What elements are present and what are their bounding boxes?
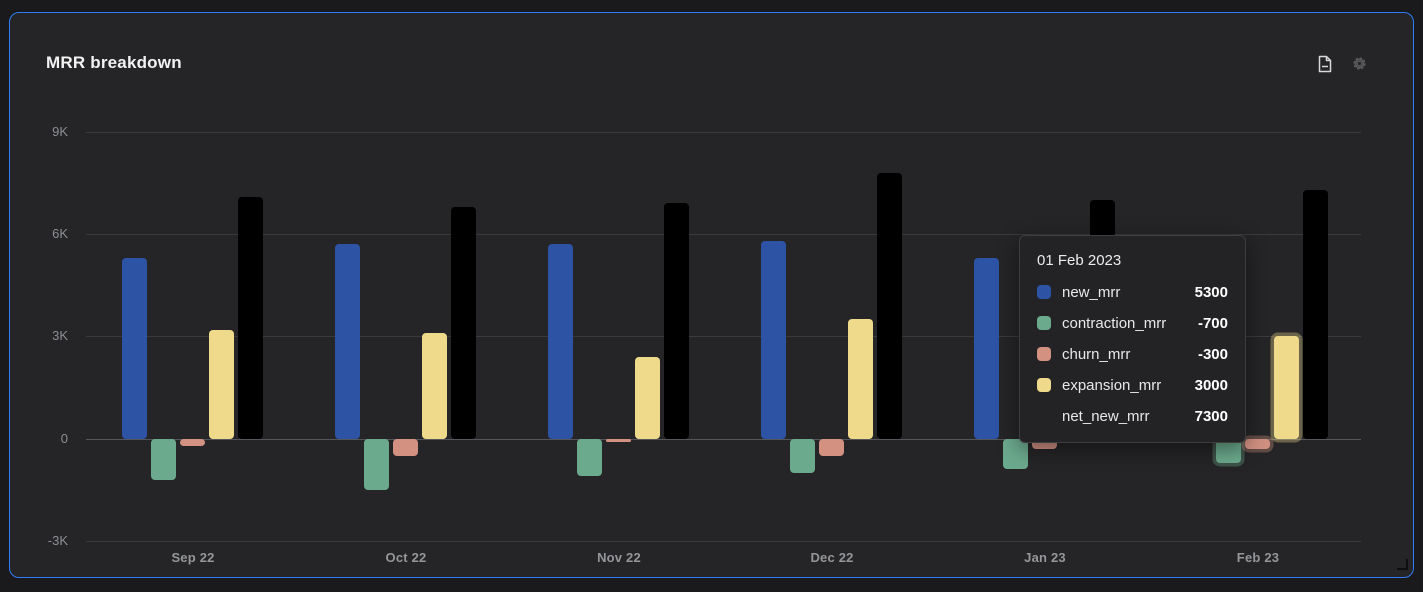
bar-contraction_mrr-Dec-22[interactable]	[790, 438, 815, 473]
bar-churn_mrr-Dec-22[interactable]	[819, 438, 844, 456]
tooltip-series-label: churn_mrr	[1062, 345, 1131, 363]
tooltip-series-value: 5300	[1194, 283, 1228, 301]
bar-expansion_mrr-Sep-22[interactable]	[209, 329, 234, 439]
resize-corner-icon[interactable]	[1397, 559, 1408, 570]
bar-contraction_mrr-Sep-22[interactable]	[151, 438, 176, 480]
widget-title: MRR breakdown	[46, 53, 182, 72]
x-axis-label: Feb 23	[1236, 550, 1280, 565]
bar-expansion_mrr-Oct-22[interactable]	[422, 332, 447, 439]
bar-new_mrr-Dec-22[interactable]	[761, 240, 786, 439]
tooltip-row: churn_mrr -300	[1037, 344, 1228, 364]
bar-contraction_mrr-Jan-23[interactable]	[1003, 438, 1028, 470]
tooltip-row: contraction_mrr -700	[1037, 313, 1228, 333]
tooltip-row: expansion_mrr 3000	[1037, 375, 1228, 395]
bar-net_new_mrr-Oct-22[interactable]	[451, 206, 476, 439]
bar-contraction_mrr-Oct-22[interactable]	[364, 438, 389, 490]
bar-new_mrr-Jan-23[interactable]	[974, 257, 999, 439]
zero-gridline	[86, 438, 1361, 440]
bar-new_mrr-Nov-22[interactable]	[548, 244, 573, 439]
gridline	[86, 234, 1361, 236]
bar-expansion_mrr-Nov-22[interactable]	[635, 356, 660, 439]
bar-net_new_mrr-Nov-22[interactable]	[664, 203, 689, 439]
bar-net_new_mrr-Feb-23[interactable]	[1303, 189, 1328, 439]
bar-new_mrr-Oct-22[interactable]	[335, 244, 360, 439]
bar-net_new_mrr-Dec-22[interactable]	[877, 172, 902, 439]
bar-contraction_mrr-Feb-23[interactable]	[1216, 438, 1241, 463]
gridline	[86, 541, 1361, 542]
series-swatch-icon	[1037, 378, 1051, 392]
tooltip-series-label: expansion_mrr	[1062, 376, 1162, 394]
y-axis-tick-label: -3K	[47, 533, 68, 548]
chart-tooltip: 01 Feb 2023 new_mrr 5300 contraction_mrr -7…	[1019, 235, 1246, 443]
tooltip-series-value: -300	[1197, 345, 1228, 363]
y-axis-tick-label: 6K	[52, 226, 68, 242]
tooltip-series-label: net_new_mrr	[1062, 407, 1150, 425]
bar-new_mrr-Sep-22[interactable]	[122, 257, 147, 439]
widget-toolbar	[1316, 55, 1369, 73]
tooltip-series-value: 3000	[1194, 376, 1228, 394]
y-axis-tick-label: 9K	[52, 123, 68, 139]
series-swatch-icon	[1037, 285, 1051, 299]
tooltip-row: new_mrr 5300	[1037, 282, 1228, 302]
gridline	[86, 131, 1361, 133]
tooltip-series-label: new_mrr	[1062, 283, 1121, 301]
bar-contraction_mrr-Nov-22[interactable]	[577, 438, 602, 477]
tooltip-series-value: 7300	[1194, 407, 1228, 425]
mrr-breakdown-widget: MRR breakdown 9K 6K 3K 0 -3K Sep 22 Oct 22 Nov …	[9, 12, 1414, 578]
x-axis-label: Oct 22	[385, 550, 427, 565]
x-axis-label: Jan 23	[1024, 550, 1066, 565]
gridline	[86, 336, 1361, 338]
bar-expansion_mrr-Feb-23[interactable]	[1274, 336, 1299, 439]
bar-churn_mrr-Oct-22[interactable]	[393, 438, 418, 456]
bar-churn_mrr-Nov-22[interactable]	[606, 438, 631, 443]
chart-plot-area: 9K 6K 3K 0 -3K Sep 22 Oct 22 Nov 22 Dec 22 Jan 23…	[10, 13, 1413, 577]
gear-icon[interactable]	[1351, 55, 1369, 73]
y-axis-tick-label: 3K	[52, 328, 68, 344]
tooltip-rows: new_mrr 5300 contraction_mrr -700 churn_mrr -…	[1037, 282, 1228, 426]
y-axis-tick-label: 0	[60, 430, 68, 446]
bar-churn_mrr-Jan-23[interactable]	[1032, 438, 1057, 449]
series-swatch-icon	[1037, 347, 1051, 361]
x-axis-label: Nov 22	[597, 550, 641, 565]
bar-churn_mrr-Feb-23[interactable]	[1245, 438, 1270, 449]
bar-net_new_mrr-Sep-22[interactable]	[238, 196, 263, 439]
tooltip-row: net_new_mrr 7300	[1037, 406, 1228, 426]
bar-churn_mrr-Sep-22[interactable]	[180, 438, 205, 446]
x-axis-label: Dec 22	[810, 550, 854, 565]
document-icon[interactable]	[1316, 55, 1334, 73]
tooltip-series-value: -700	[1197, 314, 1228, 332]
bar-expansion_mrr-Dec-22[interactable]	[848, 319, 873, 439]
x-axis-label: Sep 22	[171, 550, 215, 565]
series-swatch-icon	[1037, 316, 1051, 330]
tooltip-date: 01 Feb 2023	[1037, 252, 1122, 269]
tooltip-series-label: contraction_mrr	[1062, 314, 1167, 332]
